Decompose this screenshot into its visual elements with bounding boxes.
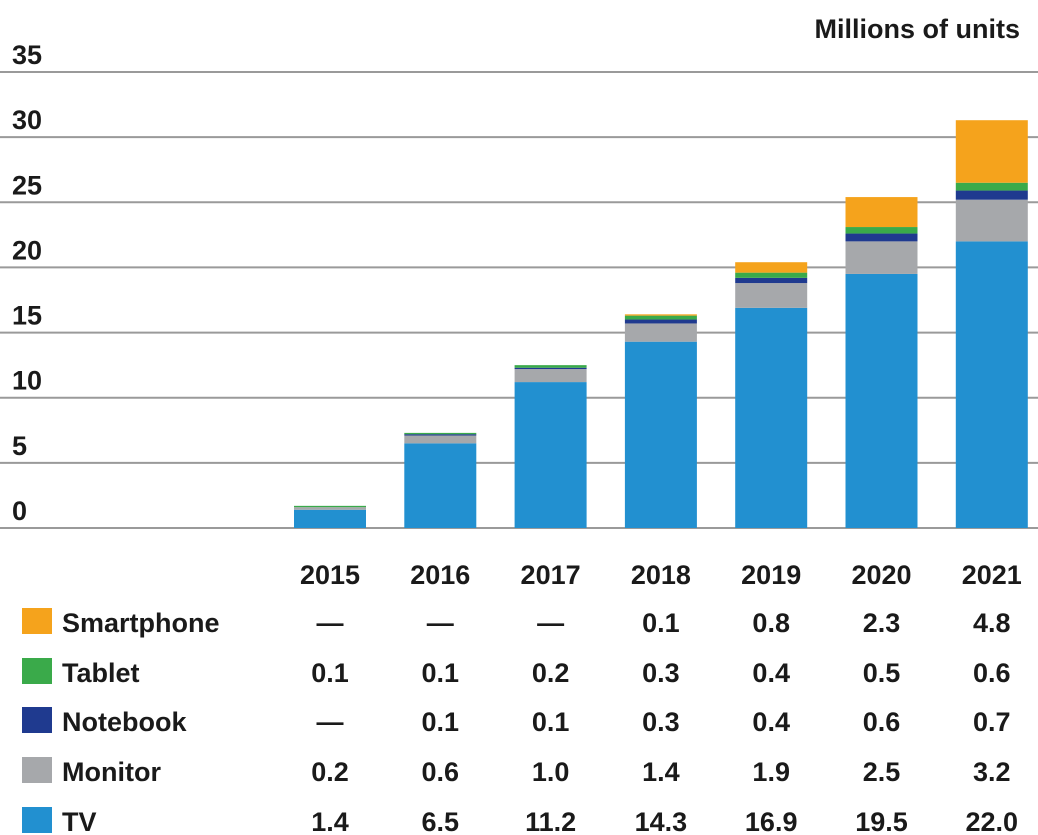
bar-segment: [514, 367, 587, 370]
legend-label: Monitor: [62, 757, 161, 787]
bar-segment: [845, 273, 918, 528]
y-tick-label: 5: [12, 431, 27, 461]
table-value: 11.2: [525, 807, 576, 835]
bar-segment: [955, 182, 1028, 191]
y-tick-label: 35: [12, 40, 42, 70]
table-value: 0.1: [422, 707, 460, 737]
table-value: 0.4: [752, 707, 790, 737]
bar-segment: [735, 277, 808, 284]
bar-segment: [404, 435, 477, 444]
bar-segment: [514, 369, 587, 383]
table-value: 16.9: [745, 807, 798, 835]
bar-segment: [845, 241, 918, 274]
x-tick-label: 2018: [631, 560, 691, 590]
y-tick-label: 20: [12, 235, 42, 265]
table-value: 0.1: [532, 707, 570, 737]
table-value: 14.3: [635, 807, 688, 835]
table-value: 6.5: [422, 807, 460, 835]
bar-segment: [624, 341, 697, 528]
bar-segment: [735, 272, 808, 278]
bar-segment: [294, 509, 366, 528]
table-value: —: [317, 608, 344, 638]
table-value: 0.3: [642, 707, 680, 737]
bar-segment: [735, 307, 808, 528]
table-value: 0.6: [863, 707, 901, 737]
table-value: 2.5: [863, 757, 901, 787]
x-tick-label: 2016: [410, 560, 470, 590]
table-value: 0.6: [422, 757, 460, 787]
bar-segment: [514, 382, 587, 528]
legend-swatch: [22, 807, 52, 833]
bar-segment: [404, 432, 477, 435]
y-tick-label: 0: [12, 496, 27, 526]
bar-segment: [845, 197, 918, 228]
table-value: 2.3: [863, 608, 901, 638]
x-tick-label: 2021: [962, 560, 1022, 590]
legend-label: Tablet: [62, 658, 140, 688]
table-value: 0.1: [642, 608, 680, 638]
table-value: 1.4: [642, 757, 680, 787]
legend-swatch: [22, 707, 52, 733]
y-axis-label: Millions of units: [815, 14, 1020, 44]
table-value: 1.4: [311, 807, 349, 835]
table-value: 3.2: [973, 757, 1011, 787]
table-value: 0.6: [973, 658, 1011, 688]
table-value: 4.8: [973, 608, 1011, 638]
table-value: 0.8: [752, 608, 790, 638]
bar-segment: [624, 314, 697, 316]
bar-segment: [955, 190, 1028, 200]
x-tick-label: 2020: [851, 560, 911, 590]
bar-segment: [735, 283, 808, 308]
table-value: —: [317, 707, 344, 737]
y-tick-label: 30: [12, 105, 42, 135]
legend-swatch: [22, 608, 52, 634]
bar-segment: [404, 443, 477, 528]
table-value: 0.1: [422, 658, 460, 688]
bar-segment: [624, 315, 697, 320]
bar-segment: [845, 227, 918, 234]
table-value: 22.0: [966, 807, 1019, 835]
bar-segment: [955, 241, 1028, 528]
table-value: 0.2: [532, 658, 570, 688]
table-value: 0.1: [311, 658, 349, 688]
y-tick-label: 10: [12, 366, 42, 396]
table-value: 0.5: [863, 658, 901, 688]
y-tick-label: 25: [12, 170, 42, 200]
table-value: 1.9: [752, 757, 790, 787]
bar-segment: [845, 233, 918, 242]
table-value: 0.7: [973, 707, 1011, 737]
bar-segment: [624, 323, 697, 342]
table-value: —: [427, 608, 454, 638]
bar-segment: [294, 507, 366, 510]
table-value: 0.3: [642, 658, 680, 688]
legend-label: TV: [62, 807, 97, 835]
table-value: 1.0: [532, 757, 570, 787]
bar-segment: [735, 262, 808, 273]
bar-segment: [514, 365, 587, 368]
bar-segment: [294, 505, 366, 508]
table-value: 19.5: [855, 807, 908, 835]
table-value: 0.4: [752, 658, 790, 688]
legend-label: Notebook: [62, 707, 187, 737]
y-tick-label: 15: [12, 301, 42, 331]
legend-swatch: [22, 757, 52, 783]
bar-segment: [404, 434, 477, 436]
x-tick-label: 2015: [300, 560, 360, 590]
x-tick-label: 2017: [521, 560, 581, 590]
table-value: 0.2: [311, 757, 349, 787]
legend-label: Smartphone: [62, 608, 220, 638]
bar-segment: [955, 199, 1028, 242]
x-tick-label: 2019: [741, 560, 801, 590]
legend-swatch: [22, 658, 52, 684]
bar-segment: [955, 120, 1028, 183]
bar-segment: [624, 319, 697, 324]
table-value: —: [537, 608, 564, 638]
